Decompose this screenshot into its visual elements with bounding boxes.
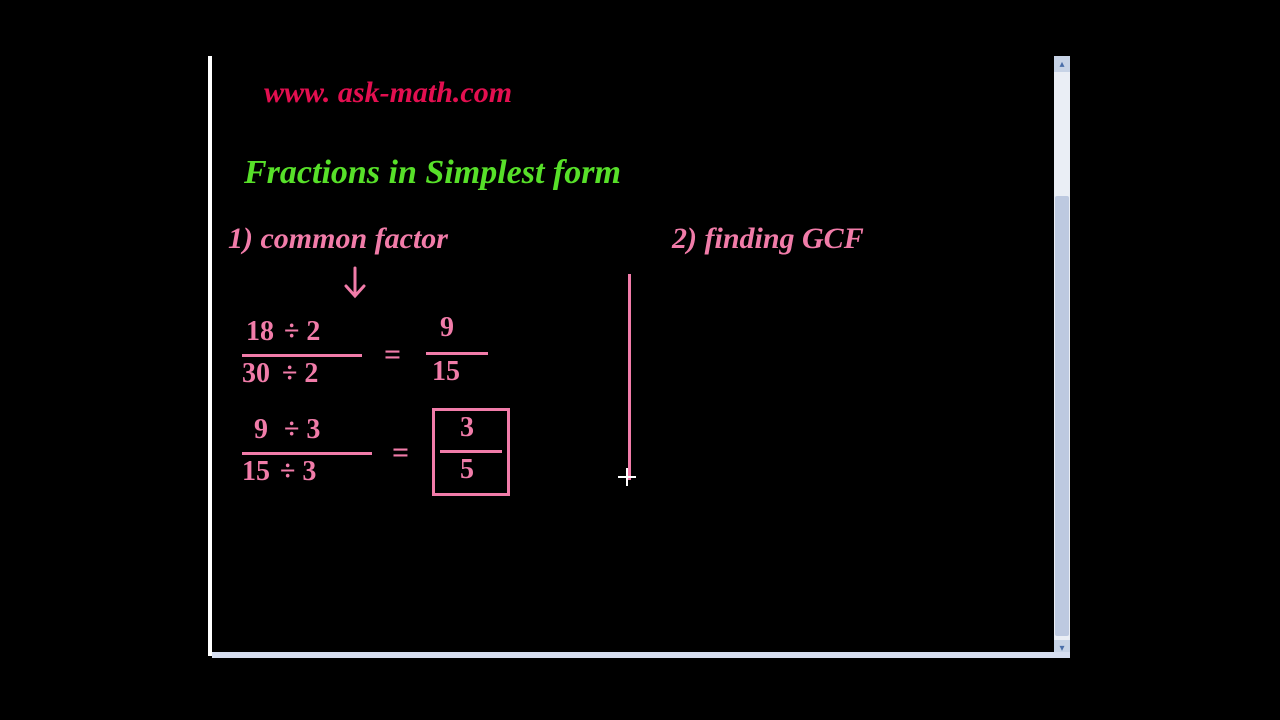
- step1-den-op: ÷ 2: [282, 358, 318, 390]
- step1-result-den: 15: [432, 356, 460, 388]
- step1-fraction-bar: [242, 354, 362, 357]
- method-1-label: 1) common factor: [228, 222, 448, 256]
- step1-result-bar: [426, 352, 488, 355]
- step2-denominator: 15: [242, 456, 270, 488]
- step1-result-num: 9: [440, 312, 454, 344]
- whiteboard-canvas: ▴ ▾ www. ask-math.com Fractions in Simpl…: [208, 56, 1070, 656]
- step2-numerator: 9: [254, 414, 268, 446]
- step1-num-op: ÷ 2: [284, 316, 320, 348]
- step1-equals: =: [384, 338, 401, 372]
- page-title: Fractions in Simplest form: [244, 154, 621, 192]
- step2-num-op: ÷ 3: [284, 414, 320, 446]
- vertical-scrollbar[interactable]: ▴ ▾: [1054, 56, 1070, 656]
- site-url: www. ask-math.com: [264, 76, 512, 110]
- step2-den-op: ÷ 3: [280, 456, 316, 488]
- step2-result-bar: [440, 450, 502, 453]
- right-margin: ▴ ▾: [1054, 56, 1070, 656]
- method-2-label: 2) finding GCF: [672, 222, 864, 256]
- step2-fraction-bar: [242, 452, 372, 455]
- step2-result-num: 3: [460, 412, 474, 444]
- step1-numerator: 18: [246, 316, 274, 348]
- step2-equals: =: [392, 436, 409, 470]
- bottom-scrollbar[interactable]: [212, 652, 1070, 658]
- step1-denominator: 30: [242, 358, 270, 390]
- down-arrow-icon: [340, 266, 370, 306]
- method-divider: [628, 274, 631, 480]
- scroll-up-icon[interactable]: ▴: [1054, 56, 1070, 72]
- scroll-thumb[interactable]: [1055, 196, 1069, 636]
- step2-result-den: 5: [460, 454, 474, 486]
- crosshair-cursor-icon: [618, 468, 636, 486]
